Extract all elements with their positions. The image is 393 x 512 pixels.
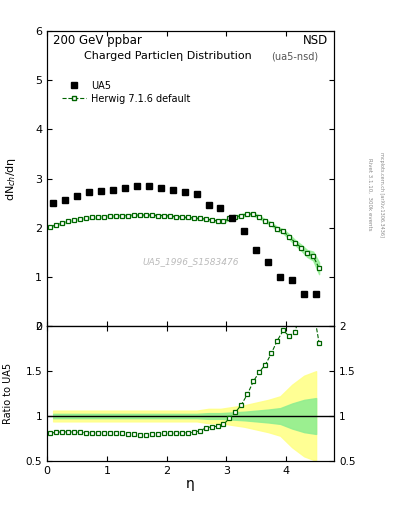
- Text: 200 GeV ppbar: 200 GeV ppbar: [53, 34, 142, 47]
- Text: (ua5-nsd): (ua5-nsd): [271, 51, 318, 61]
- Y-axis label: Ratio to UA5: Ratio to UA5: [3, 363, 13, 424]
- Legend: UA5, Herwig 7.1.6 default: UA5, Herwig 7.1.6 default: [58, 77, 194, 108]
- Text: Charged Particleη Distribution: Charged Particleη Distribution: [84, 51, 252, 61]
- X-axis label: η: η: [186, 477, 195, 491]
- Y-axis label: dN$_{ch}$/dη: dN$_{ch}$/dη: [4, 157, 18, 201]
- Text: UA5_1996_S1583476: UA5_1996_S1583476: [142, 257, 239, 266]
- Text: mcplots.cern.ch [arXiv:1306.3436]: mcplots.cern.ch [arXiv:1306.3436]: [379, 152, 384, 237]
- Text: NSD: NSD: [303, 34, 328, 47]
- Text: Rivet 3.1.10,  300k events: Rivet 3.1.10, 300k events: [367, 158, 372, 231]
